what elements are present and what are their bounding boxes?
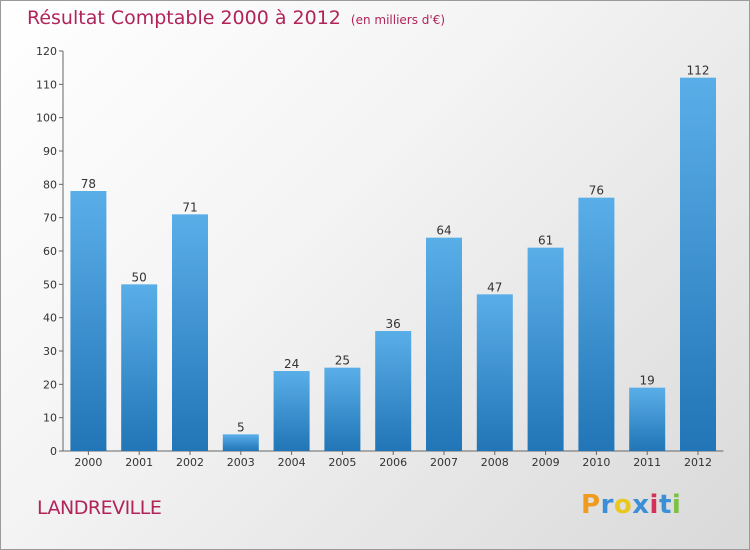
location-name: LANDREVILLE [37,497,162,519]
value-label-2004: 24 [284,357,299,371]
value-label-2007: 64 [436,224,451,238]
bar-2011 [629,387,666,451]
x-tick-label: 2008 [481,456,509,469]
bar-2007 [426,237,462,451]
value-label-2003: 5 [237,420,245,434]
y-tick-label: 120 [36,45,57,58]
logo-letter: x [632,490,650,520]
bar-2000 [70,191,107,451]
x-tick-label: 2003 [227,456,255,469]
logo-letter: t [658,490,672,520]
y-tick-label: 10 [43,412,57,425]
logo-letter: o [613,490,633,520]
value-label-2001: 50 [132,270,147,284]
chart-title: Résultat Comptable 2000 à 2012 (en millie… [27,7,445,29]
logo-letter: i [671,490,682,520]
x-tick-label: 2012 [684,456,712,469]
x-tick-label: 2011 [633,456,661,469]
y-tick-label: 100 [36,112,57,125]
y-tick-label: 110 [36,78,57,91]
y-tick-label: 0 [50,445,57,458]
y-tick-label: 50 [43,278,57,291]
value-label-2008: 47 [487,280,502,294]
bar-2012 [680,77,716,452]
y-tick-label: 70 [43,212,57,225]
bar-2006 [375,331,412,451]
logo-letter: P [581,490,601,520]
proxiti-logo: Proxiti [581,490,681,520]
x-tick-label: 2005 [328,456,356,469]
x-tick-label: 2009 [532,456,560,469]
y-tick-label: 30 [43,345,57,358]
x-tick-label: 2004 [278,456,306,469]
chart-title-main: Résultat Comptable 2000 à 2012 [27,7,341,29]
logo-letter: i [649,490,659,520]
bar-2005 [324,367,361,451]
logo-letter: r [600,490,614,520]
y-tick-label: 60 [43,245,57,258]
bar-2009 [527,247,564,451]
bar-2008 [476,294,513,451]
bar-2010 [578,197,615,451]
bar-2001 [121,284,158,451]
x-tick-label: 2000 [74,456,102,469]
value-label-2002: 71 [182,200,197,214]
value-label-2010: 76 [589,184,604,198]
x-tick-label: 2002 [176,456,204,469]
value-label-2011: 19 [640,374,655,388]
value-label-2000: 78 [81,177,96,191]
chart-bars [70,77,716,452]
value-label-2009: 61 [538,234,553,248]
bar-2002 [172,214,208,451]
x-tick-label: 2010 [582,456,610,469]
value-label-2006: 36 [386,317,401,331]
bar-2003 [222,434,259,451]
value-label-2012: 112 [687,64,710,78]
y-tick-label: 20 [43,378,57,391]
chart-labels: 2000 78 2001 50 2002 71 2003 5 2004 24 2005 25 2006 3… [74,64,712,469]
value-label-2005: 25 [335,354,350,368]
x-tick-label: 2007 [430,456,458,469]
bar-2004 [273,371,310,451]
y-tick-label: 40 [43,312,57,325]
x-tick-label: 2006 [379,456,407,469]
x-tick-label: 2001 [125,456,153,469]
chart-subtitle: (en milliers d'€) [350,13,446,27]
y-tick-label: 90 [43,145,57,158]
y-tick-label: 80 [43,178,57,191]
